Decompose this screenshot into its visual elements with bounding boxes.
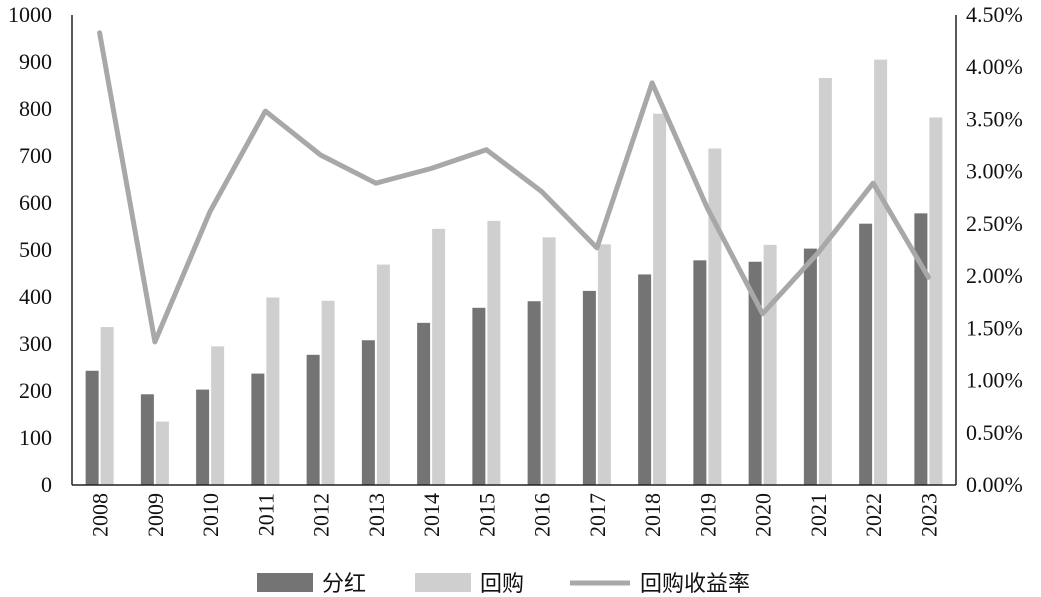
bar-dividend-2008 bbox=[85, 370, 99, 485]
x-tick-label: 2008 bbox=[88, 493, 113, 537]
y-tick-label: 900 bbox=[19, 49, 52, 74]
bar-buyback-2014 bbox=[432, 228, 446, 485]
x-tick-label: 2015 bbox=[474, 493, 499, 537]
bar-buyback-2009 bbox=[155, 421, 169, 485]
legend-swatch-dividend bbox=[257, 573, 313, 592]
bar-dividend-2021 bbox=[803, 248, 817, 485]
x-tick-label: 2018 bbox=[640, 493, 665, 537]
x-tick-label: 2021 bbox=[806, 493, 831, 537]
legend-label-buyback-yield: 回购收益率 bbox=[640, 572, 750, 597]
y2-tick-label: 0.00% bbox=[966, 472, 1023, 497]
bar-buyback-2018 bbox=[653, 113, 667, 485]
bar-dividend-2017 bbox=[582, 290, 596, 485]
bar-buyback-2010 bbox=[211, 346, 225, 485]
bar-dividend-2016 bbox=[527, 301, 541, 485]
bar-buyback-2022 bbox=[874, 59, 888, 486]
bar-buyback-2013 bbox=[376, 264, 390, 485]
y-tick-label: 800 bbox=[19, 96, 52, 121]
bar-buyback-2017 bbox=[597, 244, 611, 485]
ticks-layer: 0 100 200 300 400 500 600 700 800 900 1000 0.00% 0.5… bbox=[8, 2, 1023, 537]
x-tick-label: 2022 bbox=[861, 493, 886, 537]
x-tick-label: 2020 bbox=[751, 493, 776, 537]
bar-buyback-2020 bbox=[763, 244, 777, 485]
bar-dividend-2020 bbox=[748, 261, 762, 485]
x-tick-label: 2011 bbox=[253, 493, 278, 536]
x-tick-label: 2009 bbox=[143, 493, 168, 537]
bar-dividend-2022 bbox=[859, 223, 873, 485]
y-tick-label: 200 bbox=[19, 378, 52, 403]
bar-dividend-2023 bbox=[914, 213, 928, 485]
legend-swatch-buyback bbox=[415, 573, 471, 592]
y2-tick-label: 0.50% bbox=[966, 420, 1023, 445]
legend-label-buyback: 回购 bbox=[480, 572, 524, 597]
y2-tick-label: 4.50% bbox=[966, 2, 1023, 27]
y-tick-label: 700 bbox=[19, 143, 52, 168]
bar-dividend-2015 bbox=[472, 307, 486, 485]
y-tick-label: 0 bbox=[41, 472, 52, 497]
bar-buyback-2021 bbox=[818, 77, 832, 485]
y-tick-label: 300 bbox=[19, 331, 52, 356]
line-layer bbox=[97, 30, 931, 345]
y2-tick-label: 1.00% bbox=[966, 368, 1023, 393]
bar-buyback-2011 bbox=[266, 297, 280, 485]
x-tick-label: 2016 bbox=[530, 493, 555, 537]
y2-tick-label: 3.50% bbox=[966, 106, 1023, 131]
x-tick-label: 2019 bbox=[695, 493, 720, 537]
bars-layer bbox=[85, 59, 943, 486]
y2-tick-label: 3.00% bbox=[966, 159, 1023, 184]
x-tick-label: 2014 bbox=[419, 493, 444, 537]
y2-tick-label: 2.50% bbox=[966, 211, 1023, 236]
y-tick-label: 500 bbox=[19, 237, 52, 262]
bar-buyback-2019 bbox=[708, 148, 722, 486]
axes-layer bbox=[71, 15, 957, 486]
bar-dividend-2011 bbox=[251, 373, 265, 485]
x-tick-label: 2017 bbox=[585, 493, 610, 537]
x-tick-label: 2013 bbox=[364, 493, 389, 537]
y-tick-label: 400 bbox=[19, 284, 52, 309]
bar-buyback-2012 bbox=[321, 300, 335, 485]
y-tick-label: 600 bbox=[19, 190, 52, 215]
bar-buyback-2008 bbox=[100, 327, 114, 485]
y-tick-label: 100 bbox=[19, 425, 52, 450]
bar-dividend-2009 bbox=[140, 394, 154, 485]
x-tick-label: 2010 bbox=[198, 493, 223, 537]
legend: 分红 回购 回购收益率 bbox=[257, 572, 750, 597]
y2-tick-label: 1.50% bbox=[966, 315, 1023, 340]
legend-label-dividend: 分红 bbox=[322, 572, 366, 597]
bar-buyback-2016 bbox=[542, 237, 556, 485]
bar-buyback-2015 bbox=[487, 220, 501, 486]
bar-dividend-2010 bbox=[196, 389, 210, 485]
y-tick-label: 1000 bbox=[8, 2, 52, 27]
bar-dividend-2018 bbox=[638, 274, 652, 485]
bar-buyback-2023 bbox=[929, 117, 943, 486]
bar-dividend-2012 bbox=[306, 354, 320, 485]
x-tick-label: 2023 bbox=[916, 493, 941, 537]
bar-dividend-2019 bbox=[693, 260, 707, 485]
y2-tick-label: 2.00% bbox=[966, 263, 1023, 288]
y2-tick-label: 4.00% bbox=[966, 54, 1023, 79]
series-line-buyback-yield bbox=[97, 30, 931, 345]
x-tick-label: 2012 bbox=[309, 493, 334, 537]
bar-dividend-2013 bbox=[361, 340, 375, 485]
bar-dividend-2014 bbox=[417, 322, 431, 485]
